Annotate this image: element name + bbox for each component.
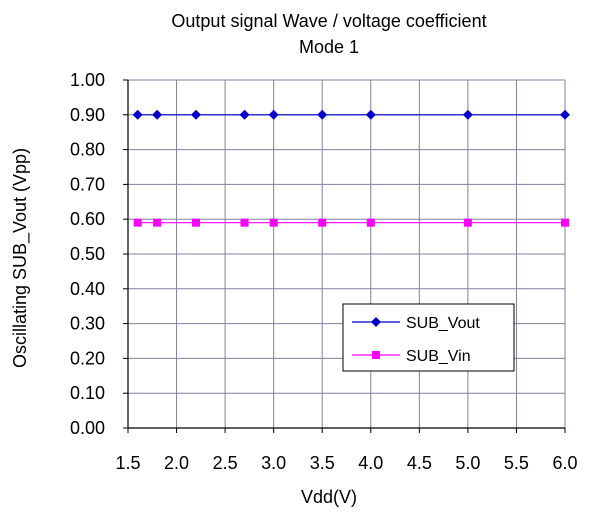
square-marker <box>269 218 278 227</box>
diamond-marker <box>268 109 279 120</box>
square-marker <box>133 218 142 227</box>
square-marker <box>561 218 569 227</box>
x-tick-label: 2.5 <box>213 453 238 473</box>
legend: SUB_Vout SUB_Vin <box>342 303 515 372</box>
diamond-marker <box>190 109 201 120</box>
square-marker <box>366 218 375 227</box>
x-tick-label: 4.0 <box>358 453 383 473</box>
chart-title: Output signal Wave / voltage coefficient <box>171 11 486 31</box>
y-tick-label: 0.10 <box>70 383 105 403</box>
axis-layer: 0.00 0.10 0.20 0.30 0.40 0.50 0.60 0.70 0.80 0.90… <box>70 70 578 473</box>
x-tick-label: 1.5 <box>115 453 140 473</box>
diamond-marker <box>560 109 570 120</box>
y-tick-label: 0.70 <box>70 174 105 194</box>
y-tick-label: 0.20 <box>70 348 105 368</box>
x-axis-title: Vdd(V) <box>301 487 357 507</box>
diamond-marker <box>152 109 163 120</box>
legend-box <box>342 303 515 372</box>
legend-label: SUB_Vout <box>406 315 480 332</box>
y-tick-label: 1.00 <box>70 70 105 90</box>
y-tick-label: 0.00 <box>70 418 105 438</box>
y-tick-label: 0.30 <box>70 314 105 334</box>
x-tick-label: 5.0 <box>455 453 480 473</box>
series-sub-vout <box>132 109 570 120</box>
series-layer <box>132 109 570 227</box>
x-tick-label: 2.0 <box>164 453 189 473</box>
diamond-marker <box>462 109 473 120</box>
y-tick-label: 0.60 <box>70 209 105 229</box>
diamond-marker <box>371 317 381 327</box>
y-tick-label: 0.80 <box>70 140 105 160</box>
y-axis-title: Oscillating SUB_Vout (Vpp) <box>10 148 31 368</box>
diamond-marker <box>317 109 328 120</box>
square-marker <box>318 218 327 227</box>
diamond-marker <box>132 109 143 120</box>
y-tick-label: 0.90 <box>70 105 105 125</box>
legend-label: SUB_Vin <box>406 348 471 365</box>
square-marker <box>191 218 200 227</box>
y-tick-label: 0.40 <box>70 279 105 299</box>
x-tick-label: 4.5 <box>407 453 432 473</box>
square-marker <box>240 218 249 227</box>
square-marker <box>153 218 162 227</box>
diamond-marker <box>239 109 250 120</box>
diamond-marker <box>365 109 376 120</box>
square-marker <box>372 351 380 359</box>
chart-subtitle: Mode 1 <box>299 37 359 57</box>
x-tick-label: 3.5 <box>310 453 335 473</box>
x-tick-label: 5.5 <box>504 453 529 473</box>
y-tick-label: 0.50 <box>70 244 105 264</box>
x-tick-label: 6.0 <box>552 453 577 473</box>
square-marker <box>463 218 472 227</box>
x-tick-label: 3.0 <box>261 453 286 473</box>
series-sub-vin <box>133 218 569 227</box>
